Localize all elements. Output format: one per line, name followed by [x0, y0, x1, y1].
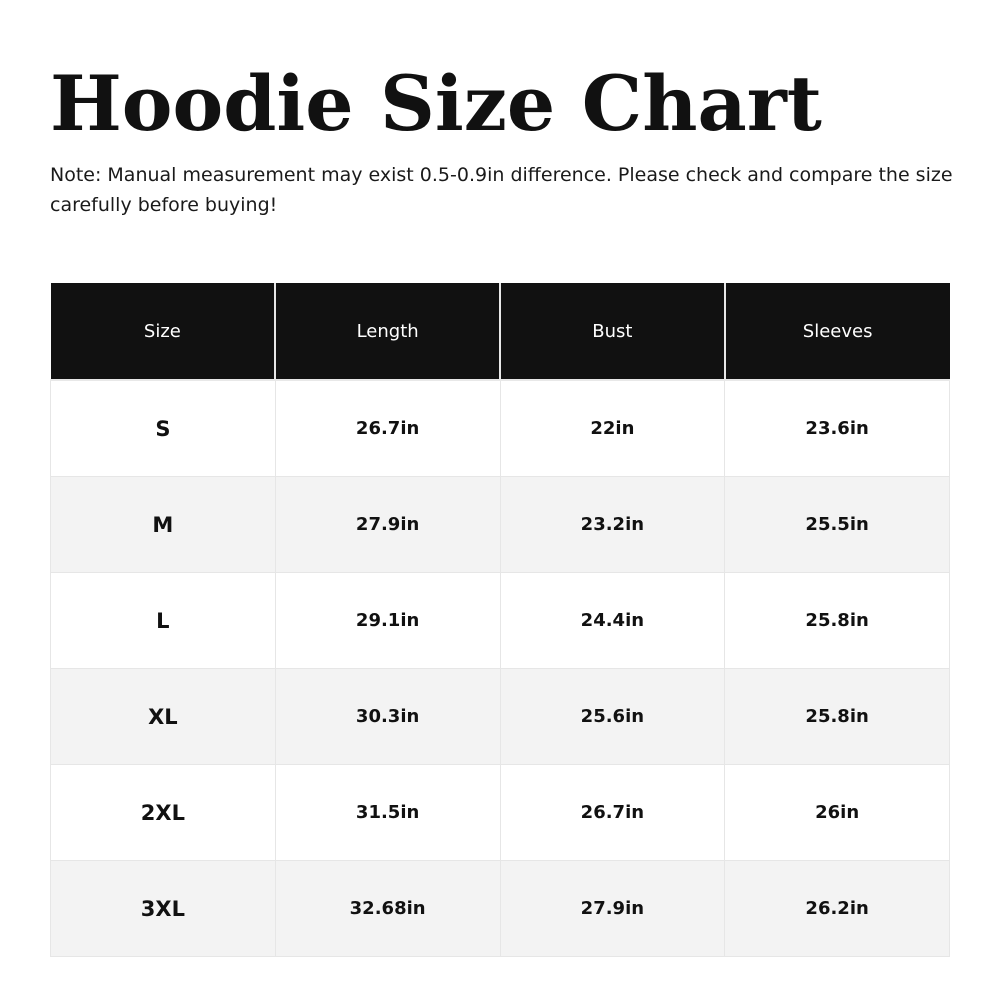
table-row: S 26.7in 22in 23.6in	[50, 379, 950, 477]
cell-size: M	[50, 476, 276, 573]
cell-length: 27.9in	[274, 476, 501, 573]
cell-size: S	[50, 379, 276, 477]
cell-length: 32.68in	[274, 860, 501, 957]
cell-size: 3XL	[50, 860, 276, 957]
cell-size: L	[50, 572, 276, 669]
cell-bust: 25.6in	[499, 668, 726, 765]
table-row: L 29.1in 24.4in 25.8in	[50, 572, 950, 669]
cell-bust: 22in	[499, 379, 726, 477]
cell-length: 29.1in	[274, 572, 501, 669]
cell-size: XL	[50, 668, 276, 765]
table-row: M 27.9in 23.2in 25.5in	[50, 476, 950, 573]
page-title: Hoodie Size Chart	[50, 59, 822, 148]
header-size: Size	[50, 283, 276, 381]
cell-bust: 27.9in	[499, 860, 726, 957]
cell-sleeves: 26in	[724, 764, 950, 861]
table-row: XL 30.3in 25.6in 25.8in	[50, 668, 950, 765]
cell-length: 31.5in	[274, 764, 501, 861]
header-sleeves: Sleeves	[723, 283, 950, 381]
cell-sleeves: 23.6in	[724, 379, 950, 477]
cell-size: 2XL	[50, 764, 276, 861]
cell-bust: 23.2in	[499, 476, 726, 573]
table-row: 2XL 31.5in 26.7in 26in	[50, 764, 950, 861]
cell-sleeves: 25.8in	[724, 572, 950, 669]
cell-bust: 24.4in	[499, 572, 726, 669]
table-header-row: Size Length Bust Sleeves	[50, 283, 950, 381]
header-length: Length	[274, 283, 500, 381]
measurement-note: Note: Manual measurement may exist 0.5-0…	[50, 164, 953, 216]
cell-sleeves: 25.8in	[724, 668, 950, 765]
cell-sleeves: 25.5in	[724, 476, 950, 573]
cell-length: 26.7in	[274, 379, 501, 477]
cell-bust: 26.7in	[499, 764, 726, 861]
cell-sleeves: 26.2in	[724, 860, 950, 957]
size-table: Size Length Bust Sleeves S 26.7in 22in 23.6…	[50, 283, 950, 957]
header-bust: Bust	[499, 283, 725, 381]
cell-length: 30.3in	[274, 668, 501, 765]
table-row: 3XL 32.68in 27.9in 26.2in	[50, 860, 950, 957]
